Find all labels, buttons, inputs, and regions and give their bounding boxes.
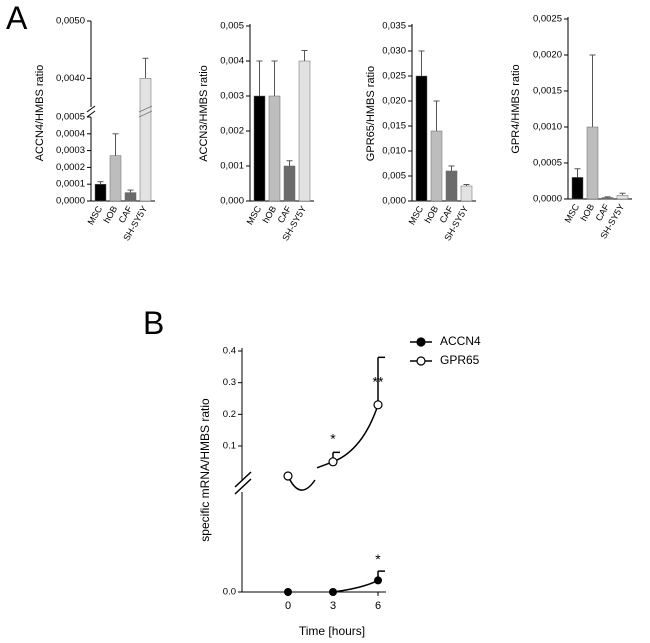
y-tick-label-3-0: 0,0000 bbox=[533, 194, 562, 205]
point-gpr65-2 bbox=[373, 400, 383, 410]
x-tick-label-1-0: MSC bbox=[245, 204, 264, 227]
y-tick-label-2-5: 0,025 bbox=[382, 71, 406, 82]
y-tick-label-upper-4-1: 0.2 bbox=[223, 409, 236, 420]
y-axis-label-1: ACCN3/HMBS ratio bbox=[198, 65, 210, 162]
y-tick-label-3-2: 0,0010 bbox=[533, 122, 562, 133]
bar-2-3 bbox=[460, 185, 473, 202]
y-tick-label-2-0: 0,000 bbox=[382, 196, 406, 207]
y-tick-label-3-4: 0,0020 bbox=[533, 50, 562, 61]
y-tick-label-2-6: 0,030 bbox=[382, 46, 406, 57]
y-tick-label-lower-0-2: 0,0002 bbox=[56, 162, 85, 173]
axis-break-4 bbox=[234, 471, 252, 495]
annotation-gpr65-2: ** bbox=[373, 374, 384, 390]
y-tick-label-upper-0-0: 0,0040 bbox=[56, 73, 85, 84]
x-axis-label-4: Time [hours] bbox=[299, 624, 365, 638]
y-tick-label-1-0: 0,000 bbox=[220, 196, 244, 207]
x-tick-label-4-0: 0 bbox=[285, 600, 291, 612]
point-accn4-0 bbox=[284, 588, 292, 596]
series-line-accn4 bbox=[332, 579, 379, 593]
y-tick-label-lower-0-3: 0,0003 bbox=[56, 145, 85, 156]
bar-0-1 bbox=[109, 155, 122, 202]
point-gpr65-0 bbox=[283, 471, 293, 481]
legend-marker-accn4 bbox=[416, 337, 426, 347]
y-tick-label-1-2: 0,002 bbox=[220, 126, 244, 137]
legend-label-accn4: ACCN4 bbox=[440, 334, 481, 348]
y-tick-label-upper-0-1: 0,0050 bbox=[56, 16, 85, 27]
x-tick-label-4-1: 3 bbox=[330, 600, 336, 612]
x-tick-label-0-0: MSC bbox=[86, 204, 105, 227]
bar-2-0 bbox=[415, 75, 428, 202]
bar-3-0 bbox=[571, 177, 584, 200]
y-tick-label-3-3: 0,0015 bbox=[533, 86, 562, 97]
x-tick-label-3-0: MSC bbox=[563, 202, 582, 225]
y-tick-label-lower-0-1: 0,0001 bbox=[56, 179, 85, 190]
y-tick-label-1-3: 0,003 bbox=[220, 91, 244, 102]
y-axis-label-2: GPR65/HMBS ratio bbox=[365, 66, 377, 161]
legend-marker-gpr65 bbox=[416, 356, 426, 366]
y-tick-label-2-4: 0,020 bbox=[382, 96, 406, 107]
y-tick-label-upper-4-0: 0.1 bbox=[223, 441, 236, 452]
y-tick-label-1-4: 0,004 bbox=[220, 56, 244, 67]
y-axis-label-0: ACCN4/HMBS ratio bbox=[34, 65, 46, 162]
y-tick-label-upper-4-3: 0.4 bbox=[223, 346, 236, 357]
panel-label-a: A bbox=[6, 0, 28, 36]
y-axis-label-4: specific mRNA/HMBS ratio bbox=[198, 398, 212, 542]
point-accn4-2 bbox=[374, 576, 382, 585]
bar-1-0 bbox=[253, 95, 266, 202]
bar-2-1 bbox=[430, 130, 443, 202]
bar-break-mark-0-3 bbox=[138, 105, 153, 118]
y-tick-label-2-3: 0,015 bbox=[382, 121, 406, 132]
y-tick-label-2-7: 0,035 bbox=[382, 21, 406, 32]
x-tick-label-1-1: hOB bbox=[261, 204, 279, 225]
y-tick-label-lower-4-0: 0.0 bbox=[223, 587, 236, 598]
y-tick-label-upper-4-2: 0.3 bbox=[223, 377, 236, 388]
axis-break-0 bbox=[86, 105, 96, 118]
y-tick-label-1-5: 0,005 bbox=[220, 21, 244, 32]
legend-label-gpr65: GPR65 bbox=[440, 353, 480, 367]
x-tick-label-2-1: hOB bbox=[423, 204, 441, 225]
y-tick-label-3-1: 0,0005 bbox=[533, 158, 562, 169]
y-tick-label-3-5: 0,0025 bbox=[533, 14, 562, 25]
annotation-accn4-2: * bbox=[375, 551, 381, 567]
x-tick-label-4-2: 6 bbox=[375, 600, 381, 612]
bar-1-2 bbox=[283, 165, 296, 202]
point-accn4-1 bbox=[329, 588, 337, 596]
y-axis-label-3: GPR4/HMBS ratio bbox=[510, 64, 522, 153]
y-tick-label-2-2: 0,010 bbox=[382, 146, 406, 157]
bar-0-3 bbox=[139, 78, 152, 202]
annotation-gpr65-1: * bbox=[330, 431, 336, 447]
legend: ACCN4 GPR65 bbox=[410, 334, 481, 367]
y-tick-label-lower-0-0: 0,0000 bbox=[56, 196, 85, 207]
y-tick-label-lower-0-5: 0,0005 bbox=[56, 112, 85, 123]
bar-3-2 bbox=[601, 197, 614, 200]
x-tick-label-0-1: hOB bbox=[102, 204, 120, 225]
panel-label-b: B bbox=[143, 305, 165, 341]
bar-0-0 bbox=[94, 183, 107, 202]
y-tick-label-lower-0-4: 0,0004 bbox=[56, 128, 85, 139]
bar-3-1 bbox=[586, 126, 599, 200]
bar-1-1 bbox=[268, 95, 281, 202]
bar-2-2 bbox=[445, 170, 458, 202]
y-tick-label-2-1: 0,005 bbox=[382, 171, 406, 182]
bar-3-3 bbox=[616, 195, 629, 200]
bar-0-2 bbox=[124, 192, 137, 202]
bar-1-3 bbox=[298, 60, 311, 202]
series-line-gpr65 bbox=[287, 404, 379, 491]
point-gpr65-1 bbox=[328, 457, 338, 467]
y-tick-label-1-1: 0,001 bbox=[220, 161, 244, 172]
x-tick-label-3-1: hOB bbox=[579, 202, 597, 223]
x-tick-label-2-0: MSC bbox=[407, 204, 426, 227]
